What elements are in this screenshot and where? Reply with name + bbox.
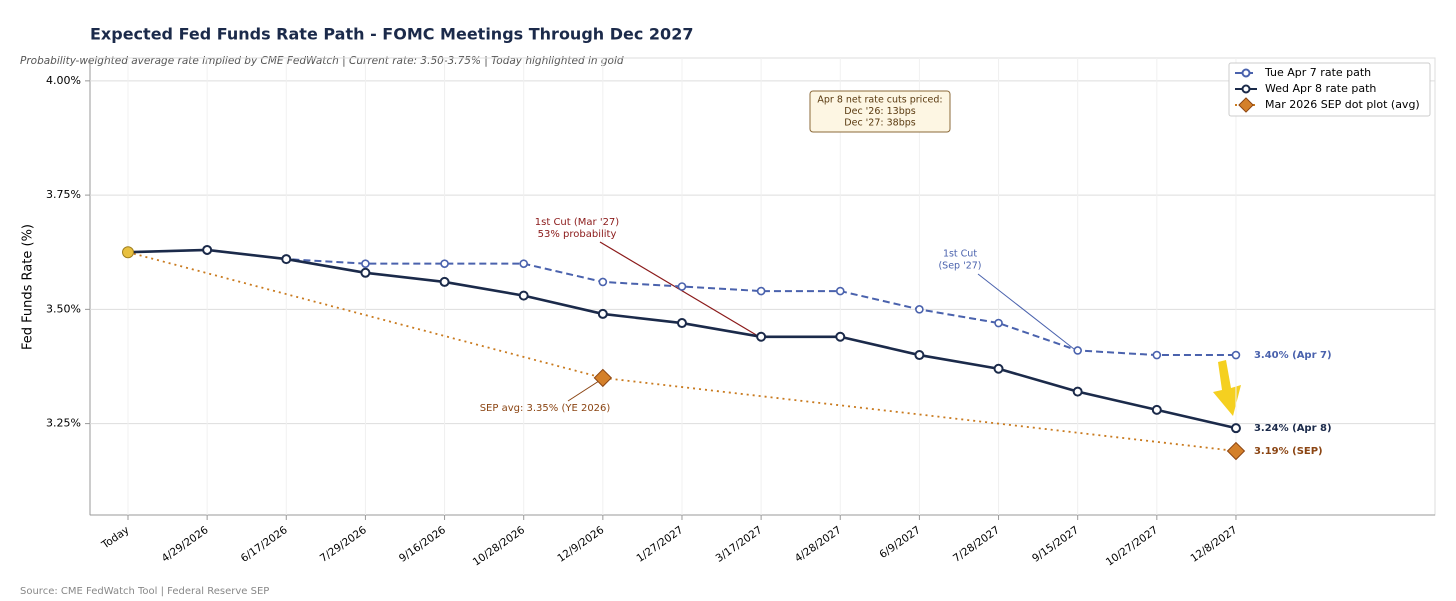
subtitle: Probability-weighted average rate implie… (20, 55, 624, 67)
series-marker (440, 259, 449, 268)
x-tick-label: 7/29/2026 (318, 524, 369, 565)
y-axis-label: Fed Funds Rate (%) (21, 224, 36, 350)
x-tick-label: 7/28/2027 (951, 524, 1002, 565)
annotation: (Sep '27) (938, 261, 981, 272)
legend-label: Wed Apr 8 rate path (1265, 82, 1376, 95)
x-tick-label: 12/8/2027 (1188, 524, 1239, 565)
legend-marker (1238, 97, 1254, 113)
legend-marker (1241, 68, 1251, 78)
end-label: 3.19% (SEP) (1254, 446, 1323, 457)
series-marker (835, 331, 846, 342)
x-tick-label: 6/9/2027 (877, 524, 923, 561)
chart-title: Expected Fed Funds Rate Path - FOMC Meet… (90, 25, 693, 44)
series-marker (281, 254, 292, 265)
y-tick-label: 3.50% (46, 302, 81, 315)
series-marker (202, 244, 213, 255)
today-highlight (122, 246, 134, 259)
y-tick-label: 4.00% (46, 74, 81, 87)
series-marker (677, 282, 687, 291)
annotation: 53% probability (538, 229, 617, 240)
x-tick-label: 3/17/2027 (714, 524, 765, 565)
series-marker (914, 350, 925, 361)
x-tick-label: 9/15/2027 (1030, 524, 1081, 565)
y-tick-label: 3.75% (46, 188, 81, 201)
series-marker (756, 331, 767, 342)
series-marker (598, 277, 608, 287)
legend-marker (1241, 84, 1251, 94)
series-marker (1226, 441, 1246, 461)
series-marker (1230, 423, 1241, 434)
series-marker (597, 308, 608, 319)
annotation-box-text: Apr 8 net rate cuts priced: (817, 95, 942, 106)
annotation: 1st Cut (Mar '27) (535, 217, 620, 228)
x-tick-label: 10/27/2027 (1104, 524, 1160, 569)
series-marker (756, 286, 766, 296)
x-tick-label: 1/27/2027 (634, 524, 685, 565)
series-marker (1073, 346, 1082, 355)
end-label: 3.24% (Apr 8) (1254, 423, 1332, 434)
series-marker (1152, 350, 1162, 360)
legend-box (1228, 62, 1431, 117)
x-tick-label: 6/17/2026 (239, 524, 290, 565)
annotation-box-text: Dec '27: 38bps (844, 118, 915, 129)
series-marker (915, 305, 924, 314)
series-line (127, 251, 1237, 452)
series-marker (835, 286, 845, 296)
highlight-arrow (1213, 360, 1241, 416)
x-tick-label: 4/29/2026 (160, 524, 211, 565)
series-marker (1072, 386, 1083, 397)
x-tick-label: 9/16/2026 (397, 524, 448, 565)
x-tick-label: 4/28/2027 (793, 524, 844, 565)
series-marker (439, 276, 450, 287)
x-tick-label: 12/9/2026 (555, 524, 606, 565)
end-label: 3.40% (Apr 7) (1254, 350, 1332, 361)
y-tick-label: 3.25% (46, 417, 81, 430)
annotation: 1st Cut (943, 249, 977, 260)
legend-label: Mar 2026 SEP dot plot (avg) (1265, 98, 1420, 111)
annotation-arrow (977, 273, 1075, 350)
series-marker (519, 259, 529, 268)
annotation: SEP avg: 3.35% (YE 2026) (480, 403, 611, 414)
series-marker (361, 259, 370, 268)
series-marker (360, 267, 371, 278)
x-tick-label: Today (99, 524, 132, 552)
source: Source: CME FedWatch Tool | Federal Rese… (20, 586, 269, 597)
series-marker (676, 318, 687, 329)
series-marker (993, 363, 1004, 374)
annotation-box (809, 90, 951, 133)
series-marker (1151, 404, 1162, 415)
annotation-box-text: Dec '26: 13bps (844, 106, 915, 117)
x-tick-label: 10/28/2026 (471, 524, 528, 569)
series-marker (593, 368, 613, 388)
legend-label: Tue Apr 7 rate path (1264, 66, 1371, 79)
series-marker (994, 318, 1003, 328)
series-marker (518, 290, 529, 301)
series-marker (1231, 350, 1241, 360)
annotation-arrow (567, 380, 600, 402)
